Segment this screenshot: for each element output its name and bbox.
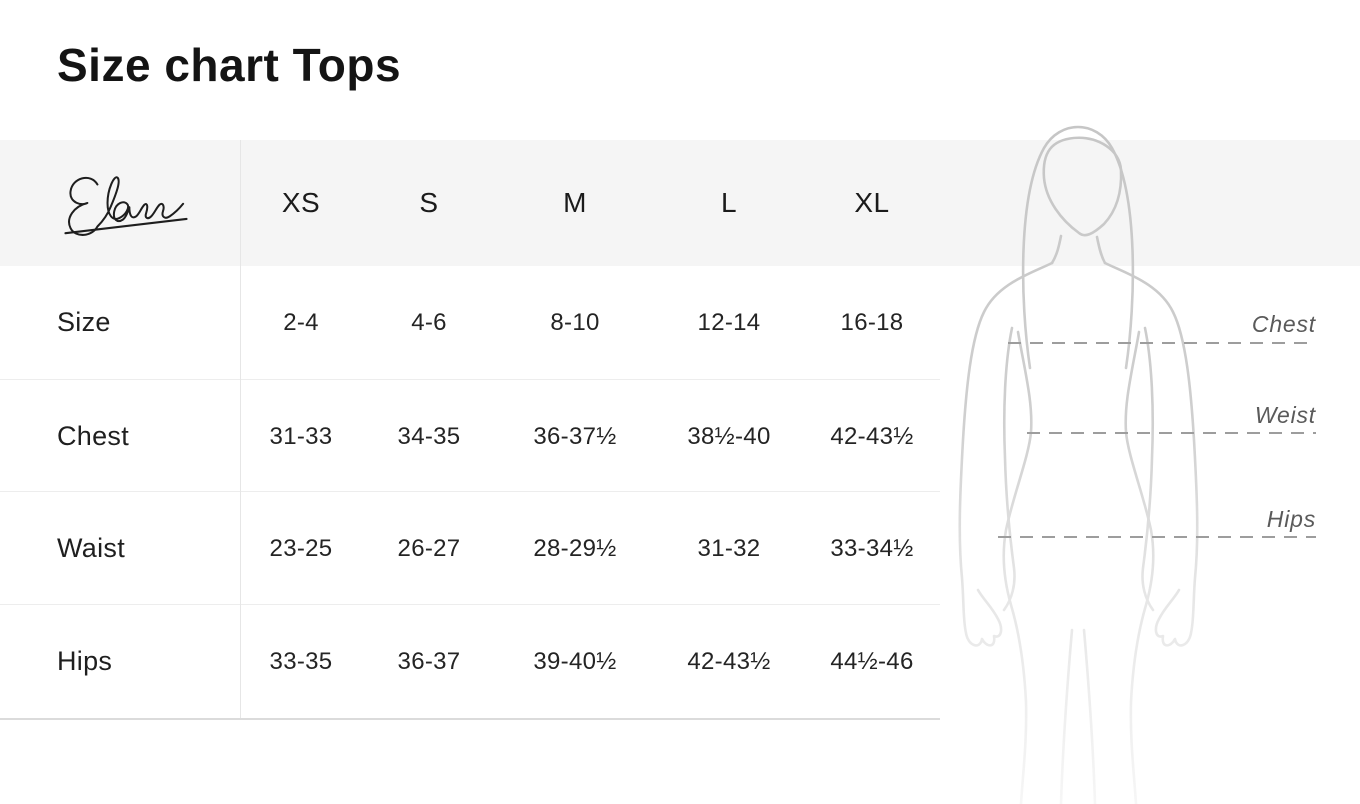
size-header-xs: XS bbox=[281, 187, 321, 218]
chest-measure-line bbox=[1008, 342, 1316, 344]
cell-hips-s: 36-37 bbox=[397, 647, 461, 675]
chest-measure-label: Chest bbox=[1251, 311, 1316, 337]
cell-waist-s: 26-27 bbox=[397, 534, 461, 562]
elan-signature-icon bbox=[64, 176, 188, 236]
size-header-l: L bbox=[720, 187, 738, 218]
size-header-m: M bbox=[563, 187, 587, 218]
hips-measure-label: Hips bbox=[1266, 506, 1316, 532]
cell-waist-xl: 33-34½ bbox=[830, 534, 914, 562]
cell-hips-xs: 33-35 bbox=[269, 647, 333, 675]
woman-body-outline-icon bbox=[958, 125, 1199, 804]
cell-waist-l: 31-32 bbox=[697, 534, 761, 562]
row-separator bbox=[0, 379, 940, 380]
row-label-hips: Hips bbox=[57, 646, 113, 676]
cell-size-l: 12-14 bbox=[697, 308, 761, 336]
cell-chest-m: 36-37½ bbox=[533, 422, 617, 450]
waist-measure-line bbox=[1027, 432, 1316, 434]
cell-waist-m: 28-29½ bbox=[533, 534, 617, 562]
cell-chest-s: 34-35 bbox=[397, 422, 461, 450]
row-label-chest: Chest bbox=[57, 421, 130, 451]
cell-chest-xs: 31-33 bbox=[269, 422, 333, 450]
row-separator bbox=[0, 604, 940, 605]
brand-logo: Elan bbox=[50, 166, 202, 250]
cell-hips-l: 42-43½ bbox=[687, 647, 771, 675]
cell-chest-l: 38½-40 bbox=[687, 422, 771, 450]
cell-hips-m: 39-40½ bbox=[533, 647, 617, 675]
cell-waist-xs: 23-25 bbox=[269, 534, 333, 562]
page-title: Size chart Tops bbox=[57, 39, 402, 91]
cell-size-xl: 16-18 bbox=[840, 308, 904, 336]
cell-size-m: 8-10 bbox=[550, 308, 600, 336]
hips-measure-line bbox=[998, 536, 1316, 538]
row-label-waist: Waist bbox=[57, 533, 125, 563]
cell-hips-xl: 44½-46 bbox=[830, 647, 914, 675]
cell-size-xs: 2-4 bbox=[283, 308, 319, 336]
cell-size-s: 4-6 bbox=[411, 308, 447, 336]
row-separator bbox=[0, 491, 940, 492]
waist-measure-label: Weist bbox=[1254, 402, 1316, 428]
row-label-size: Size bbox=[57, 307, 111, 337]
column-divider bbox=[240, 140, 241, 720]
cell-chest-xl: 42-43½ bbox=[830, 422, 914, 450]
table-bottom-border bbox=[0, 718, 940, 720]
size-header-xl: XL bbox=[854, 187, 890, 218]
size-header-s: S bbox=[419, 187, 439, 218]
